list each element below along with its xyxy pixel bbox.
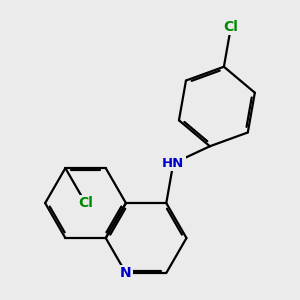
Text: Cl: Cl [224, 20, 238, 34]
Text: HN: HN [162, 157, 184, 170]
Text: N: N [120, 266, 132, 280]
Text: Cl: Cl [78, 196, 93, 210]
